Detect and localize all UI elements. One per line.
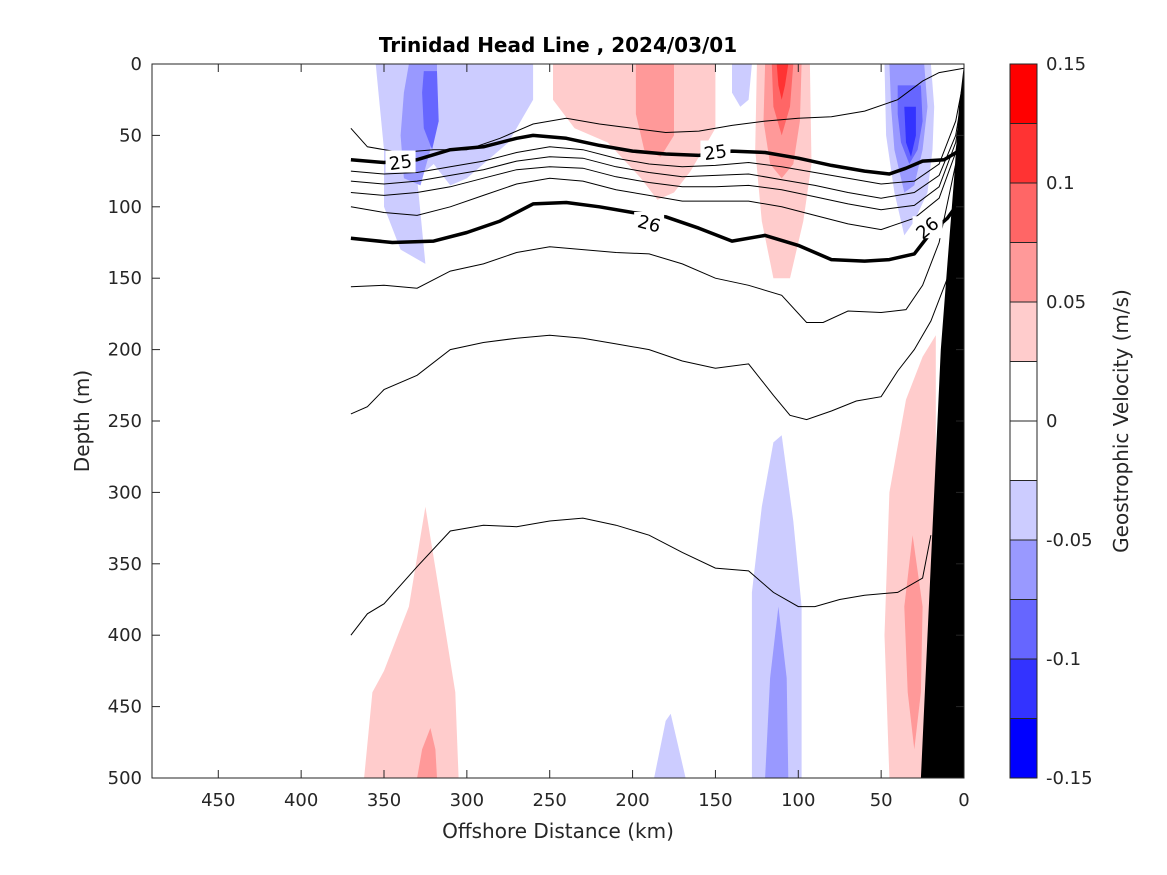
contour-label-bg (912, 216, 943, 239)
velocity-patches (364, 64, 936, 778)
x-tick-label: 400 (284, 790, 318, 811)
colorbar-swatch (1010, 361, 1037, 421)
colorbar-tick-label: 0.15 (1046, 54, 1086, 75)
colorbar-swatch (1010, 421, 1037, 481)
colorbar-tick-label: 0.1 (1046, 173, 1075, 194)
velocity-patch-neg-30-center (904, 106, 916, 157)
isopycnal-sigma-h (350, 517, 932, 636)
y-tick-label: 150 (108, 268, 142, 289)
isopycnal-sigma-g (350, 278, 948, 421)
y-tick-label: 250 (108, 411, 142, 432)
y-tick-label: 50 (119, 125, 142, 146)
velocity-patch-pos-110-center (776, 64, 789, 100)
y-tick-label: 0 (131, 54, 142, 75)
x-axis-title: Offshore Distance (km) (442, 819, 674, 843)
x-tick-label: 350 (367, 790, 401, 811)
x-tick-label: 200 (615, 790, 649, 811)
colorbar (1010, 64, 1037, 778)
x-tick-label: 100 (781, 790, 815, 811)
colorbar-swatch (1010, 599, 1037, 659)
colorbar-swatch (1010, 183, 1037, 243)
contour-label-bg (634, 211, 665, 234)
x-tick-label: 50 (870, 790, 893, 811)
x-tick-label: 150 (698, 790, 732, 811)
y-tick-label: 100 (108, 197, 142, 218)
chart-title: Trinidad Head Line , 2024/03/01 (379, 33, 737, 57)
velocity-patch-neg-110-deep-mid (765, 606, 789, 778)
colorbar-swatch (1010, 302, 1037, 362)
x-tick-label: 300 (450, 790, 484, 811)
x-tick-label: 250 (533, 790, 567, 811)
colorbar-swatch (1010, 480, 1037, 540)
contour-label-bg (385, 150, 416, 173)
contour-label-25: 25 (703, 141, 729, 165)
colorbar-swatch (1010, 718, 1037, 778)
x-axis-ticks: 450 400 350 300 250 200 150 100 50 0 (201, 64, 970, 811)
velocity-patch-pos-190-mid (635, 64, 674, 157)
y-tick-label: 500 (108, 768, 142, 789)
isopycnal-sigma-d (350, 92, 964, 211)
colorbar-ticks: 0.15 0.1 0.05 0 -0.05 -0.1 -0.15 (1046, 54, 1093, 789)
y-tick-label: 450 (108, 697, 142, 718)
colorbar-tick-label: -0.15 (1046, 768, 1093, 789)
velocity-patch-pos-320-deep-mid (417, 728, 437, 778)
colorbar-swatch (1010, 540, 1037, 600)
colorbar-tick-label: 0 (1046, 411, 1057, 432)
velocity-patch-neg-110-deep (751, 435, 802, 778)
colorbar-swatch (1010, 64, 1037, 124)
isopycnal-sigma-e (350, 99, 964, 231)
colorbar-tick-label: 0.05 (1046, 292, 1086, 313)
continental-slope (920, 64, 964, 778)
y-axis-ticks: 0 50 100 150 200 250 300 350 400 450 500 (108, 54, 964, 789)
y-tick-label: 300 (108, 482, 142, 503)
thick-isopycnals (350, 133, 962, 263)
plot-area (152, 64, 964, 778)
colorbar-tick-label: -0.05 (1046, 530, 1093, 551)
thin-isopycnals (350, 67, 964, 636)
y-tick-label: 200 (108, 340, 142, 361)
isopycnal-sigma-f (350, 163, 957, 323)
velocity-patch-neg-140-outer (732, 64, 752, 107)
contour-label-bg (700, 140, 731, 163)
colorbar-swatch (1010, 242, 1037, 302)
velocity-patch-pos-shelf-mid (904, 535, 923, 750)
contour-label-25: 25 (388, 151, 414, 175)
bathymetry-layer (920, 64, 964, 778)
isopycnal-sigma-25 (350, 133, 962, 176)
isopycnal-sigma-b (350, 78, 964, 185)
x-tick-label: 450 (201, 790, 235, 811)
colorbar-swatch (1010, 123, 1037, 183)
y-axis-title: Depth (m) (70, 370, 94, 472)
velocity-patch-neg-320-core (422, 71, 439, 150)
colorbar-title: Geostrophic Velocity (m/s) (1109, 289, 1133, 553)
y-tick-label: 400 (108, 625, 142, 646)
velocity-patch-pos-110-core (771, 64, 794, 136)
isopycnal-sigma-26 (350, 200, 958, 263)
isopycnal-sigma-c (350, 85, 964, 199)
colorbar-tick-label: -0.1 (1046, 649, 1081, 670)
velocity-patch-pos-320-deep (364, 506, 459, 778)
colorbar-frame (1009, 63, 1038, 779)
velocity-patch-neg-180-deep (654, 713, 686, 778)
colorbar-swatch (1010, 659, 1037, 719)
x-tick-label: 0 (958, 790, 969, 811)
y-tick-label: 350 (108, 554, 142, 575)
